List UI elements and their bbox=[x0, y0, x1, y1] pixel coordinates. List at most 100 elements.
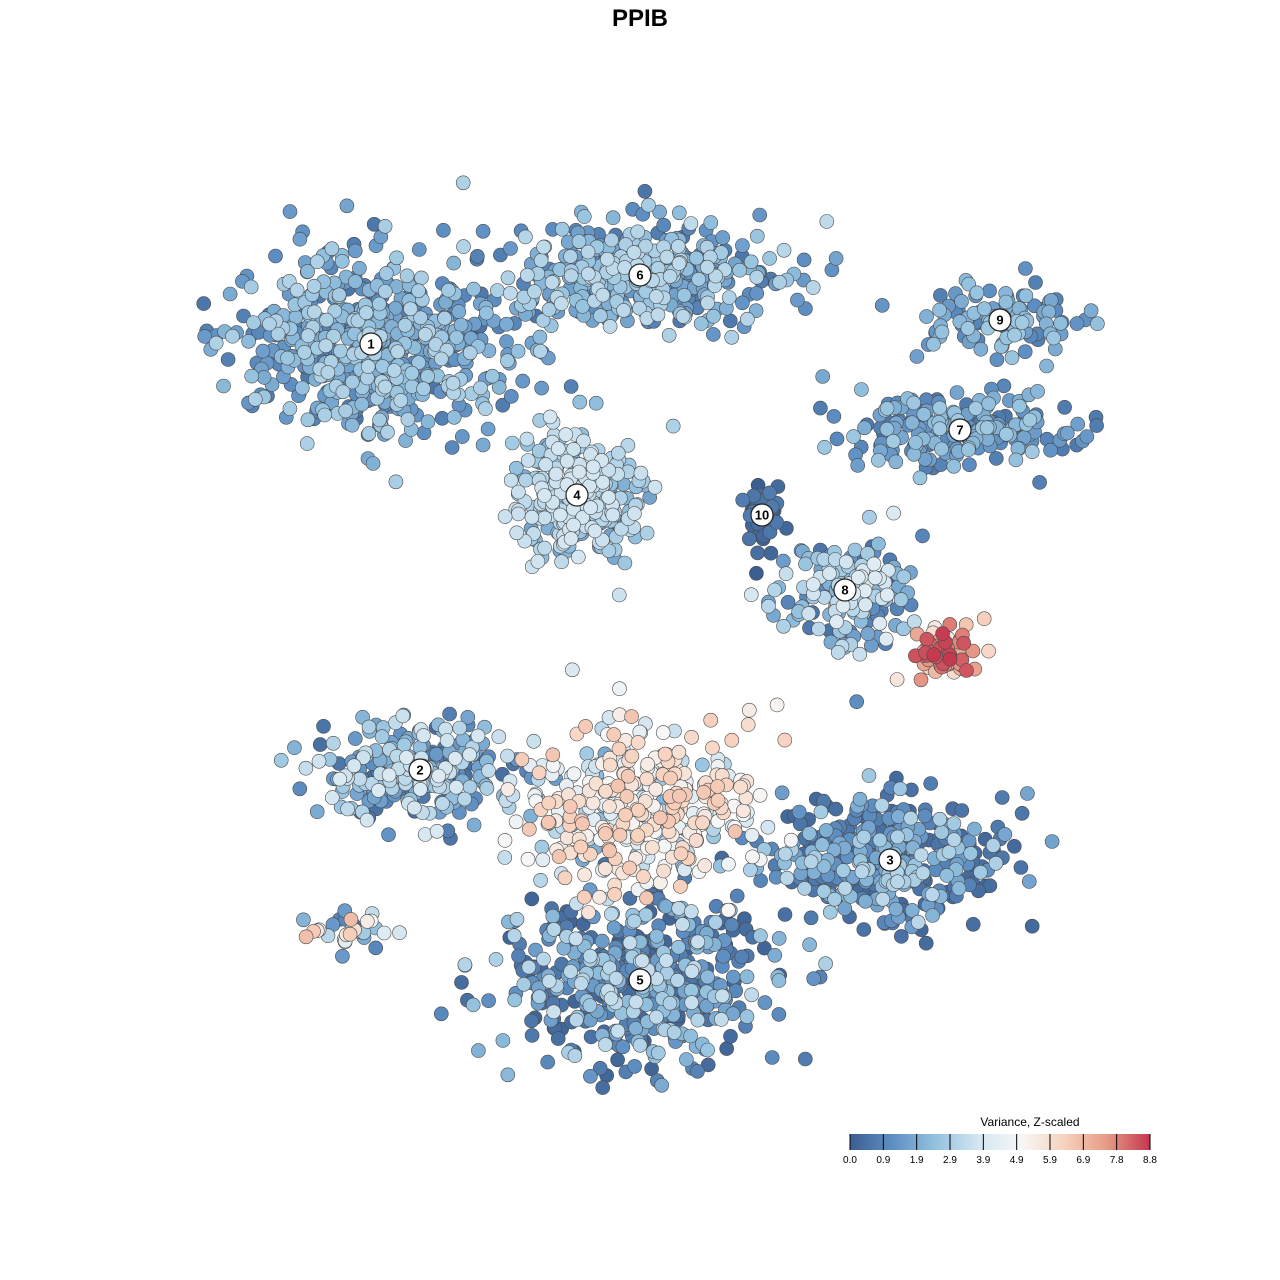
cell-point bbox=[716, 948, 731, 964]
cell-point bbox=[649, 1009, 664, 1025]
cell-point bbox=[637, 184, 653, 199]
cell-point bbox=[671, 256, 687, 271]
cell-point bbox=[973, 341, 989, 357]
cell-point bbox=[604, 232, 619, 248]
cell-point bbox=[752, 207, 768, 223]
cell-point bbox=[822, 904, 838, 920]
cluster-label-badge bbox=[833, 578, 857, 602]
cell-point bbox=[411, 283, 426, 299]
cell-point bbox=[393, 393, 409, 408]
cell-point bbox=[511, 506, 526, 522]
cell-point bbox=[739, 969, 755, 985]
cell-point bbox=[652, 204, 667, 220]
cell-point bbox=[431, 768, 447, 784]
cell-point bbox=[946, 816, 962, 831]
cell-point bbox=[811, 621, 826, 637]
cell-point bbox=[611, 587, 627, 603]
cell-point bbox=[875, 891, 891, 907]
colorbar-tick-label: 0.0 bbox=[843, 1155, 857, 1166]
cell-point bbox=[1039, 358, 1054, 374]
cell-point bbox=[406, 800, 422, 816]
cell-point bbox=[325, 735, 341, 751]
cell-point bbox=[724, 917, 740, 933]
cell-point bbox=[544, 275, 560, 290]
cell-point bbox=[500, 748, 515, 764]
cell-point bbox=[620, 437, 636, 453]
cell-point bbox=[933, 288, 948, 303]
cell-point bbox=[563, 964, 578, 979]
cell-point bbox=[909, 349, 925, 364]
cell-point bbox=[890, 874, 905, 890]
cell-point bbox=[916, 406, 932, 422]
cell-point bbox=[816, 859, 832, 874]
cell-point bbox=[359, 914, 375, 929]
cell-point bbox=[404, 365, 420, 381]
cluster-label-badge bbox=[628, 968, 652, 992]
cell-point bbox=[509, 911, 525, 927]
cell-point bbox=[497, 850, 513, 865]
cell-point bbox=[386, 363, 402, 378]
cell-point bbox=[347, 274, 363, 289]
cell-point bbox=[454, 429, 470, 444]
cell-point bbox=[827, 891, 842, 907]
cluster-label-text: 7 bbox=[956, 423, 963, 438]
cell-point bbox=[816, 883, 832, 899]
cell-point bbox=[594, 933, 610, 949]
cell-point bbox=[602, 960, 617, 976]
cell-point bbox=[519, 267, 535, 283]
cell-point bbox=[605, 210, 621, 225]
cell-point bbox=[866, 556, 882, 572]
cell-point bbox=[334, 253, 350, 269]
cell-point bbox=[917, 808, 933, 824]
cell-point bbox=[996, 378, 1012, 394]
cell-point bbox=[888, 454, 904, 470]
cell-point bbox=[503, 241, 518, 256]
cell-point bbox=[548, 466, 564, 482]
cell-point bbox=[854, 864, 870, 880]
cell-point bbox=[262, 316, 277, 332]
cell-point bbox=[743, 587, 759, 603]
cell-point bbox=[988, 451, 1004, 466]
cell-point bbox=[490, 283, 505, 298]
cell-point bbox=[488, 952, 504, 967]
cell-point bbox=[457, 791, 472, 807]
cell-point bbox=[446, 409, 462, 425]
cell-point bbox=[695, 815, 710, 831]
cell-point bbox=[602, 757, 618, 773]
cell-point bbox=[796, 252, 812, 268]
cell-point bbox=[541, 302, 557, 317]
cell-point bbox=[607, 887, 622, 902]
cell-point bbox=[826, 409, 842, 424]
cluster-label-10: 10 bbox=[750, 503, 774, 527]
cell-point bbox=[563, 249, 578, 264]
cell-point bbox=[268, 248, 283, 264]
colorbar-tick-label: 3.9 bbox=[976, 1155, 990, 1166]
cell-point bbox=[567, 1048, 583, 1063]
cluster-label-4: 4 bbox=[565, 483, 589, 507]
cell-point bbox=[797, 881, 812, 896]
cell-point bbox=[527, 284, 542, 299]
cell-point bbox=[910, 914, 926, 930]
cell-point bbox=[550, 1031, 566, 1046]
cell-point bbox=[365, 456, 381, 471]
cell-point bbox=[516, 976, 532, 992]
colorbar-ticks: 0.0 0.9 1.9 2.9 3.9 4.9 5.9 6.9 7.8 8.8 bbox=[843, 1134, 1157, 1166]
cell-point bbox=[684, 983, 699, 998]
cell-point bbox=[500, 353, 515, 369]
cell-point bbox=[558, 427, 574, 442]
cell-point bbox=[435, 796, 450, 811]
cell-point bbox=[817, 439, 832, 455]
cell-point bbox=[777, 846, 793, 862]
cell-point bbox=[968, 401, 984, 416]
colorbar-tick-label: 4.9 bbox=[1010, 1155, 1024, 1166]
cell-point bbox=[690, 1012, 706, 1028]
cell-point bbox=[361, 719, 377, 735]
cell-point bbox=[690, 1064, 705, 1079]
cell-point bbox=[439, 733, 455, 748]
cell-point bbox=[457, 957, 473, 973]
cell-point bbox=[691, 271, 707, 287]
cell-point bbox=[802, 937, 817, 953]
cell-point bbox=[967, 821, 982, 837]
cell-point bbox=[420, 414, 436, 430]
cell-point bbox=[622, 935, 638, 951]
